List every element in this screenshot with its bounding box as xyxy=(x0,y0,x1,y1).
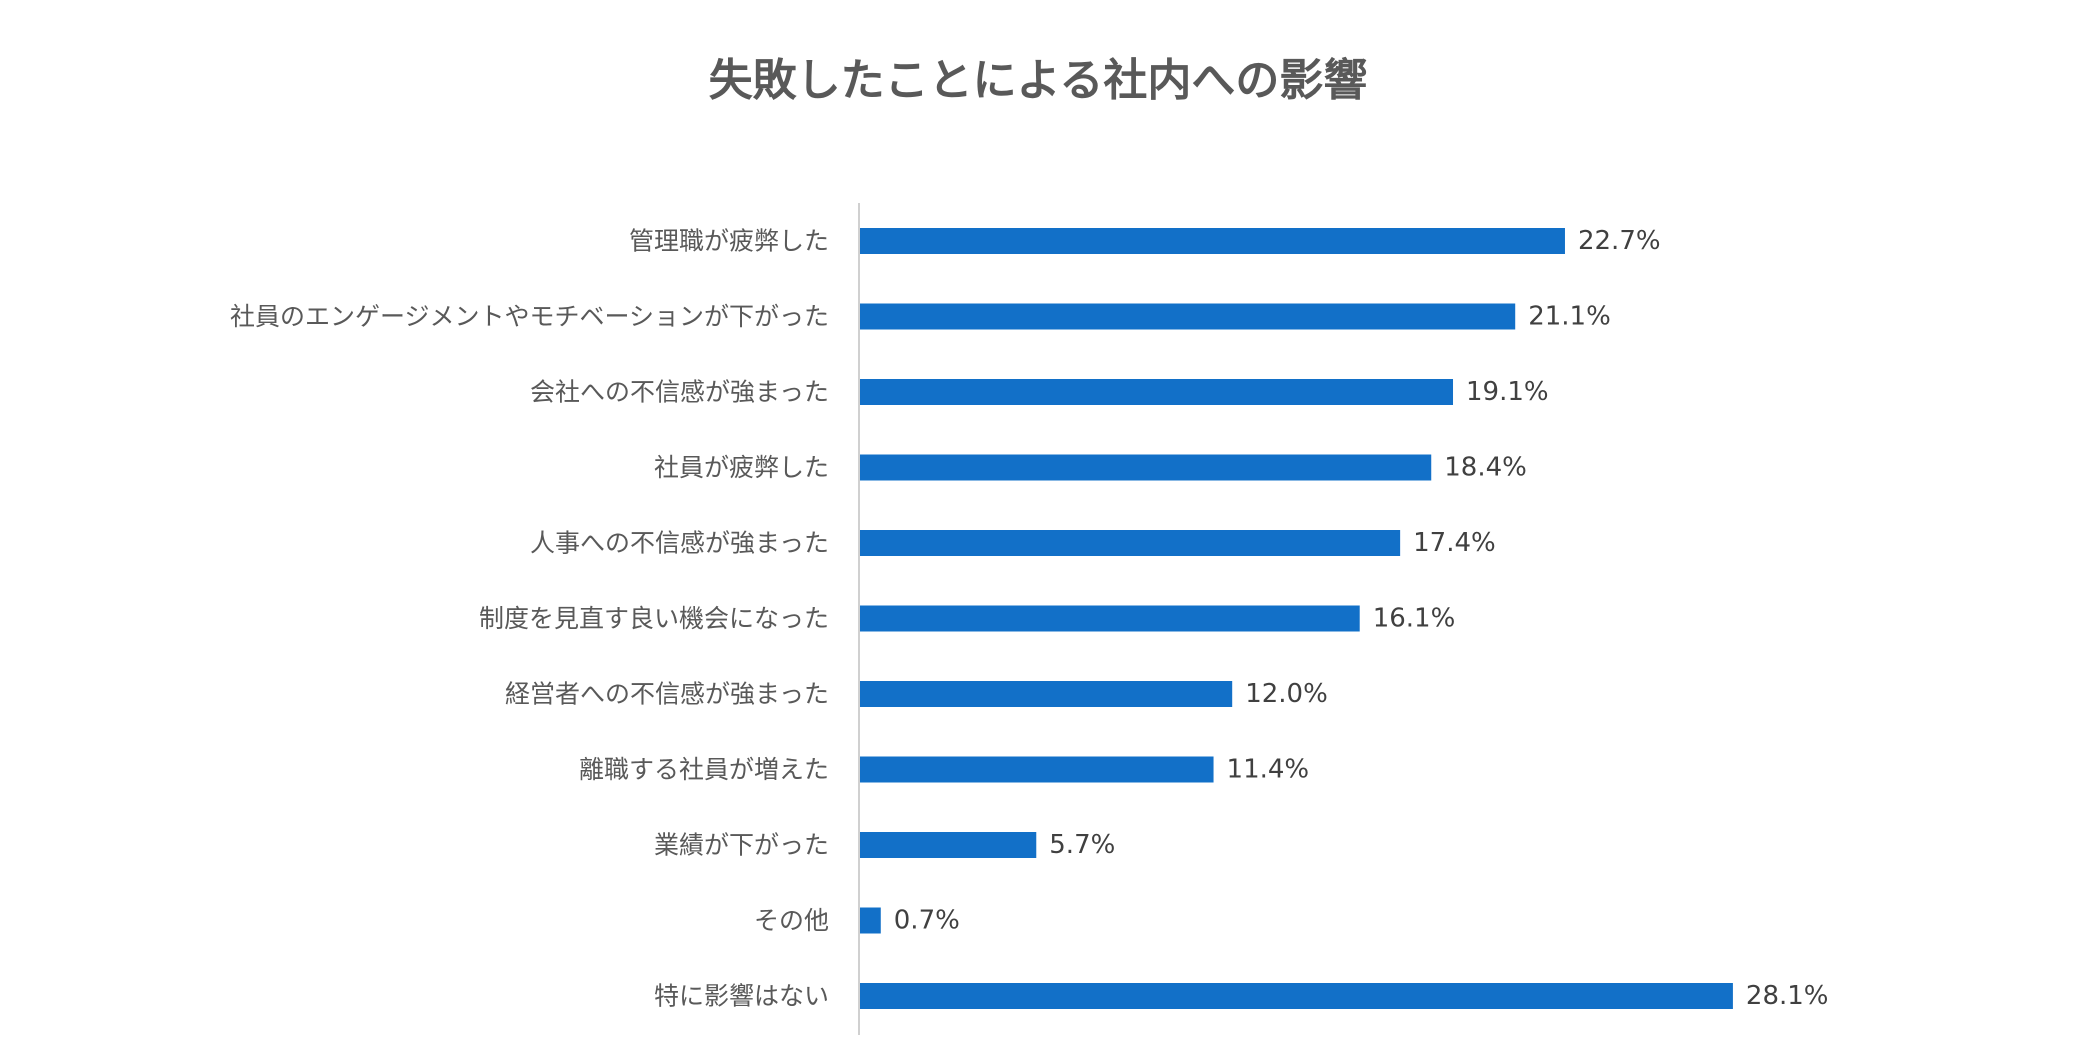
bar xyxy=(859,756,1214,783)
bar xyxy=(859,907,881,934)
bar-group: 制度を見直す良い機会になった 16.1% xyxy=(479,604,1455,634)
category-label: 管理職が疲弊した xyxy=(629,227,829,256)
bar-group: 特に影響はない 28.1% xyxy=(654,981,1829,1011)
data-label: 12.0% xyxy=(1245,679,1328,709)
category-label: 人事への不信感が強まった xyxy=(530,529,829,558)
category-label: その他 xyxy=(754,906,829,935)
category-label: 業績が下がった xyxy=(654,831,829,860)
category-label: 経営者への不信感が強まった xyxy=(505,680,829,709)
data-label: 16.1% xyxy=(1373,604,1456,634)
bar xyxy=(859,379,1454,405)
category-label: 特に影響はない xyxy=(654,982,829,1011)
data-label: 0.7% xyxy=(894,906,960,936)
bars-layer: 管理職が疲弊した 22.7% 社員のエンゲージメントやモチベーションが下がった 21.… xyxy=(230,226,1829,1011)
data-label: 28.1% xyxy=(1746,981,1829,1011)
bar xyxy=(859,605,1360,632)
bar xyxy=(859,832,1037,858)
data-label: 22.7% xyxy=(1578,226,1661,256)
bar-group: 社員が疲弊した 18.4% xyxy=(654,453,1527,483)
bar-group: 管理職が疲弊した 22.7% xyxy=(629,226,1661,256)
data-label: 21.1% xyxy=(1528,302,1611,332)
bar-group: 社員のエンゲージメントやモチベーションが下がった 21.1% xyxy=(230,302,1611,332)
category-label: 制度を見直す良い機会になった xyxy=(479,604,829,633)
category-label: 社員が疲弊した xyxy=(654,453,829,482)
data-label: 17.4% xyxy=(1413,528,1496,558)
bar xyxy=(859,303,1516,330)
bar-group: その他 0.7% xyxy=(754,906,960,936)
category-label: 社員のエンゲージメントやモチベーションが下がった xyxy=(230,302,829,331)
bar xyxy=(859,530,1401,556)
data-label: 19.1% xyxy=(1466,377,1549,407)
category-label: 会社への不信感が強まった xyxy=(530,378,829,407)
bar xyxy=(859,228,1565,254)
bar xyxy=(859,983,1733,1009)
data-label: 11.4% xyxy=(1227,755,1310,785)
category-label: 離職する社員が増えた xyxy=(579,755,829,784)
bar xyxy=(859,681,1233,707)
bar-group: 経営者への不信感が強まった 12.0% xyxy=(505,679,1328,709)
bar xyxy=(859,454,1432,481)
bar-group: 人事への不信感が強まった 17.4% xyxy=(530,528,1496,558)
bar-group: 会社への不信感が強まった 19.1% xyxy=(530,377,1549,407)
bar-group: 業績が下がった 5.7% xyxy=(654,830,1115,860)
data-label: 5.7% xyxy=(1049,830,1115,860)
data-label: 18.4% xyxy=(1444,453,1527,483)
chart-title: 失敗したことによる社内への影響 xyxy=(708,55,1368,106)
bar-group: 離職する社員が増えた 11.4% xyxy=(579,755,1309,785)
